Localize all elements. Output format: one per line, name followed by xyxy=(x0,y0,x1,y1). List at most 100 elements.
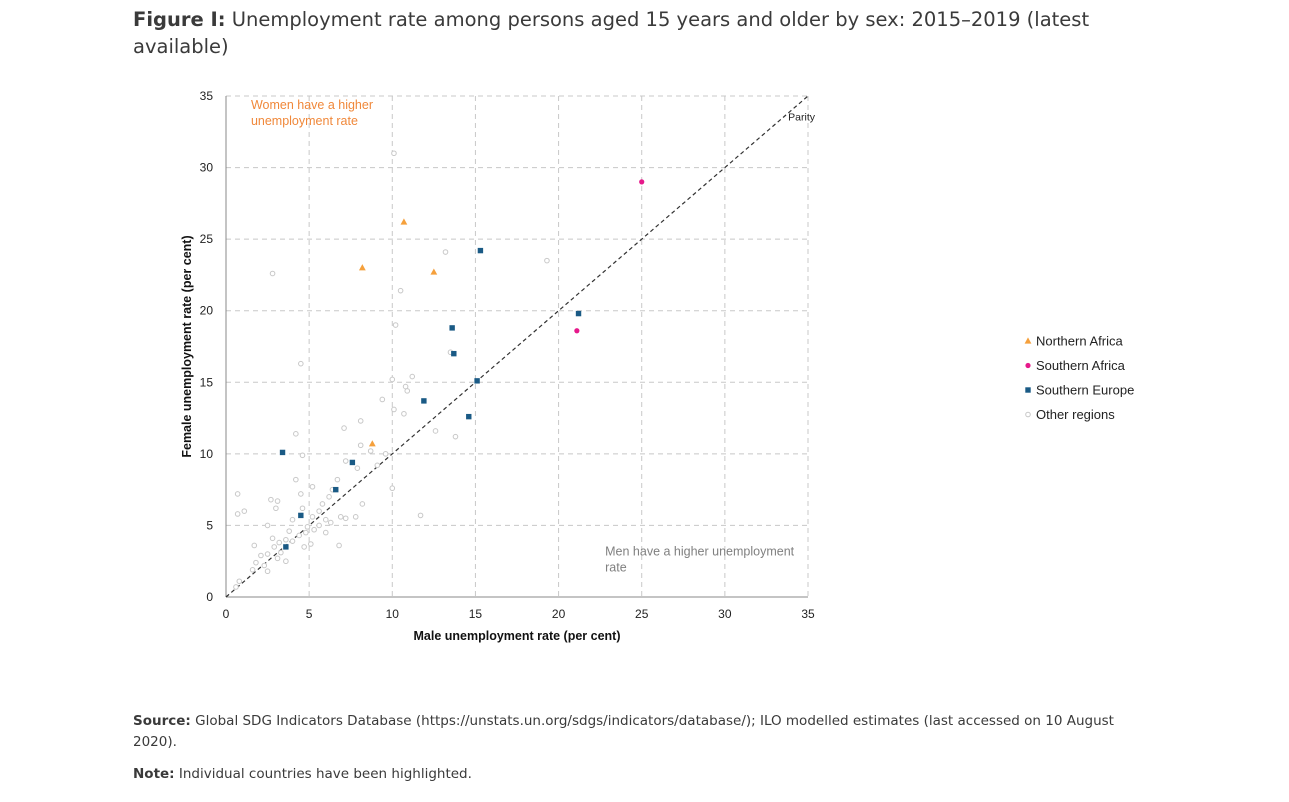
data-point-other-regions xyxy=(354,465,361,471)
parity-label: Parity xyxy=(788,111,816,123)
note: Note: Individual countries have been hig… xyxy=(133,764,1153,785)
data-point-other-regions xyxy=(286,528,292,534)
data-point-other-regions xyxy=(316,522,322,529)
annotation-line: Men have a higher unemployment xyxy=(605,544,795,558)
note-text: Individual countries have been highlight… xyxy=(178,766,472,782)
data-point-other-regions xyxy=(326,494,332,500)
data-point-other-regions xyxy=(382,451,389,457)
data-point-other-regions xyxy=(258,552,264,559)
data-point-other-regions xyxy=(404,388,411,394)
data-point-other-regions xyxy=(316,508,322,514)
x-tick-label: 25 xyxy=(635,607,649,621)
x-tick-label: 10 xyxy=(386,607,400,621)
data-point-other-regions xyxy=(269,270,276,277)
data-point-southern-europe xyxy=(283,544,289,550)
data-point-southern-europe xyxy=(477,247,484,254)
data-point-other-regions xyxy=(234,491,241,497)
figure-title-text: Unemployment rate among persons aged 15 … xyxy=(133,8,1090,58)
data-point-other-regions xyxy=(374,462,381,469)
data-point-other-regions xyxy=(309,514,316,520)
series-southern-africa xyxy=(574,179,645,334)
data-point-other-regions xyxy=(391,150,397,157)
data-point-other-regions xyxy=(379,396,386,403)
figure-title-prefix: Figure I: xyxy=(133,8,226,31)
data-point-other-regions xyxy=(322,516,329,523)
data-point-other-regions xyxy=(357,418,364,424)
figure-title: Figure I: Unemployment rate among person… xyxy=(133,6,1133,60)
x-tick-label: 15 xyxy=(469,607,483,621)
annotation-women-higher: Women have a higher unemployment rate xyxy=(251,98,373,128)
data-point-southern-europe xyxy=(421,398,427,404)
data-point-other-regions xyxy=(249,567,256,573)
data-point-other-regions xyxy=(389,376,396,383)
data-point-other-regions xyxy=(359,501,366,507)
y-tick-label: 5 xyxy=(206,518,213,532)
y-tick-label: 35 xyxy=(200,89,214,103)
y-tick-label: 25 xyxy=(200,232,214,246)
data-point-other-regions xyxy=(391,406,397,413)
data-point-other-regions xyxy=(264,568,271,575)
data-point-other-regions xyxy=(233,584,239,590)
data-point-other-regions xyxy=(357,442,364,449)
data-point-other-regions xyxy=(298,360,304,367)
y-tick-label: 20 xyxy=(200,304,214,318)
data-point-other-regions xyxy=(269,535,276,542)
legend-marker-northern-africa xyxy=(1024,337,1032,344)
y-axis-title: Female unemployment rate (per cent) xyxy=(180,235,194,457)
data-point-other-regions xyxy=(283,558,289,565)
data-point-southern-europe xyxy=(349,459,356,466)
x-axis-title: Male unemployment rate (per cent) xyxy=(414,629,621,643)
data-point-other-regions xyxy=(241,508,248,514)
data-point-other-regions xyxy=(336,542,342,549)
data-point-other-regions xyxy=(401,410,407,417)
data-point-other-regions xyxy=(308,541,314,547)
data-point-northern-africa xyxy=(358,264,366,271)
data-point-other-regions xyxy=(234,511,241,517)
legend-label-southern-europe: Southern Europe xyxy=(1036,383,1134,398)
series-other-regions xyxy=(233,150,550,590)
data-point-other-regions xyxy=(342,458,349,464)
data-point-other-regions xyxy=(268,496,274,503)
data-point-southern-europe xyxy=(474,378,480,384)
data-point-other-regions xyxy=(274,555,281,562)
legend-marker-southern-africa xyxy=(1025,362,1031,369)
data-point-southern-africa xyxy=(639,179,645,185)
data-point-other-regions xyxy=(303,529,309,536)
data-point-other-regions xyxy=(301,544,307,550)
source-note: Source: Global SDG Indicators Database (… xyxy=(133,711,1153,753)
legend: Northern Africa Southern Africa Southern E… xyxy=(1024,334,1134,422)
data-point-northern-africa xyxy=(430,268,438,275)
legend-marker-southern-europe xyxy=(1025,387,1031,393)
series-southern-europe xyxy=(279,247,582,550)
data-point-other-regions xyxy=(293,431,299,437)
data-point-other-regions xyxy=(261,562,268,569)
data-point-other-regions xyxy=(319,501,326,507)
data-point-other-regions xyxy=(289,538,296,544)
data-point-other-regions xyxy=(337,514,344,520)
data-point-other-regions xyxy=(293,476,299,483)
data-point-other-regions xyxy=(367,448,374,454)
data-point-southern-europe xyxy=(466,413,472,420)
data-point-other-regions xyxy=(352,514,359,520)
data-point-other-regions xyxy=(274,498,281,504)
data-point-other-regions xyxy=(327,519,334,526)
legend-label-northern-africa: Northern Africa xyxy=(1036,334,1123,349)
data-point-other-regions xyxy=(273,505,279,512)
data-point-other-regions xyxy=(283,536,289,543)
data-point-other-regions xyxy=(296,532,302,539)
data-point-other-regions xyxy=(251,542,258,549)
data-point-other-regions xyxy=(264,551,271,557)
gridlines xyxy=(226,95,809,597)
data-point-other-regions xyxy=(298,491,304,497)
data-point-southern-europe xyxy=(451,350,457,357)
data-point-other-regions xyxy=(452,433,459,440)
data-point-other-regions xyxy=(322,529,329,536)
data-point-southern-africa xyxy=(574,328,580,334)
x-tick-label: 0 xyxy=(223,607,230,621)
series-northern-africa xyxy=(358,218,438,447)
data-point-other-regions xyxy=(276,539,283,546)
data-point-other-regions xyxy=(304,524,311,530)
source-label: Source: xyxy=(133,713,191,729)
data-point-southern-europe xyxy=(575,310,582,317)
data-point-other-regions xyxy=(299,505,306,512)
